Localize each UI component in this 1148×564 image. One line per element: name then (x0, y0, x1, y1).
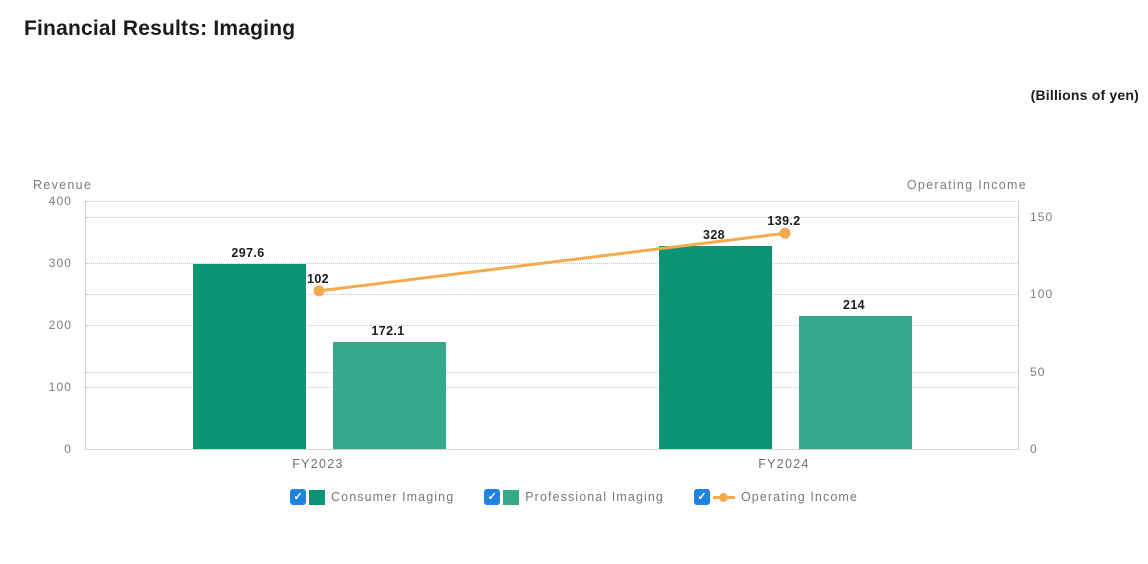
category-label-fy2024: FY2024 (758, 457, 810, 471)
units-note: (Billions of yen) (1030, 87, 1139, 103)
left-axis-tick: 100 (48, 380, 72, 394)
legend-item-label: Operating Income (740, 490, 858, 504)
gridline-left-200 (86, 325, 1018, 326)
checkbox-checked-icon[interactable]: ✓ (693, 489, 710, 505)
left-axis-title: Revenue (33, 178, 93, 192)
gridline-left-400 (86, 201, 1018, 202)
bar-professional-imaging-fy2024[interactable] (798, 316, 912, 449)
legend-item-consumer-imaging[interactable]: ✓ Consumer Imaging (290, 489, 454, 505)
left-axis-tick: 0 (64, 442, 72, 456)
operating-income-line (317, 231, 787, 293)
right-axis-tick: 50 (1030, 364, 1046, 379)
bar-value-label: 214 (842, 298, 866, 313)
checkbox-checked-icon[interactable]: ✓ (290, 489, 307, 505)
bar-value-label: 297.6 (231, 246, 265, 261)
right-axis-tick: 0 (1030, 442, 1038, 456)
checkbox-checked-icon[interactable]: ✓ (484, 489, 501, 505)
legend-item-label: Consumer Imaging (331, 490, 455, 504)
legend-swatch-icon (503, 489, 520, 505)
left-axis-tick: 200 (48, 318, 72, 332)
category-label-fy2023: FY2023 (292, 457, 344, 471)
line-value-label: 139.2 (767, 214, 801, 229)
gridline-right-100 (86, 294, 1018, 295)
legend-dot-icon (719, 492, 729, 502)
plot-area (85, 201, 1019, 450)
operating-income-point[interactable] (779, 227, 791, 239)
left-axis-tick: 400 (48, 194, 72, 208)
bar-value-label: 172.1 (371, 324, 405, 339)
line-value-label: 102 (306, 271, 330, 286)
bar-value-label: 328 (702, 227, 726, 242)
right-axis-title: Operating Income (906, 178, 1027, 192)
bar-professional-imaging-fy2023[interactable] (332, 342, 446, 449)
gridline-right-150 (86, 216, 1018, 218)
legend-item-operating-income[interactable]: ✓ Operating Income (693, 489, 858, 505)
legend-item-professional-imaging[interactable]: ✓ Professional Imaging (484, 489, 664, 505)
gridline-right-50 (86, 371, 1018, 373)
legend: ✓ Consumer Imaging ✓ Professional Imaging ✓ O… (0, 489, 1148, 505)
legend-line-dot-icon (712, 492, 735, 502)
bar-consumer-imaging-fy2023[interactable] (192, 264, 306, 449)
left-axis-tick: 300 (48, 256, 72, 270)
legend-item-label: Professional Imaging (525, 490, 664, 504)
operating-income-point[interactable] (313, 285, 325, 297)
bar-consumer-imaging-fy2024[interactable] (658, 245, 772, 449)
legend-swatch-icon (309, 489, 326, 505)
page-title: Financial Results: Imaging (24, 17, 296, 40)
gridline-left-100 (86, 387, 1018, 388)
right-axis-tick: 100 (1030, 287, 1054, 301)
right-axis-tick: 150 (1030, 209, 1054, 224)
